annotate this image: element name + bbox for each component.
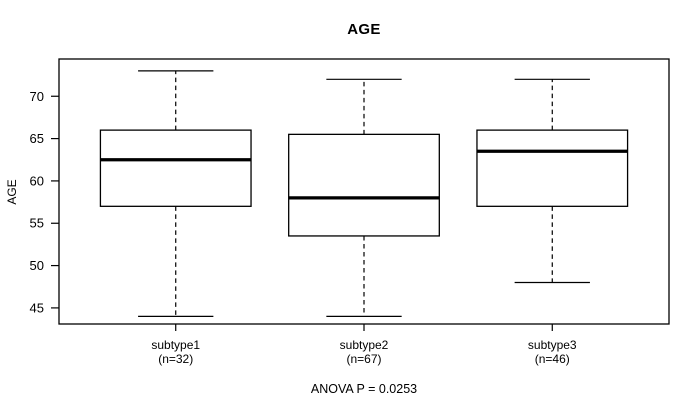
x-category-label: subtype1 [151,338,200,352]
box-subtype3 [476,78,629,284]
x-category-label: subtype2 [340,338,389,352]
iqr-box [476,129,629,207]
y-tick-label: 45 [30,300,44,315]
box-subtype2 [288,78,440,317]
x-category-sublabel: (n=46) [535,352,570,366]
y-tick-label: 55 [30,216,44,231]
iqr-box [288,133,440,237]
iqr-box [99,129,252,207]
y-tick-label: 60 [30,173,44,188]
chart-title: AGE [347,21,381,38]
box-subtype1 [99,70,252,317]
y-tick-label: 65 [30,131,44,146]
x-category-label: subtype3 [528,338,577,352]
anova-annotation: ANOVA P = 0.0253 [310,382,418,396]
x-category-sublabel: (n=32) [158,352,193,366]
x-category-sublabel: (n=67) [346,352,381,366]
y-tick-label: 70 [30,89,44,104]
y-axis-label: AGE [5,178,19,205]
y-tick-label: 50 [30,258,44,273]
